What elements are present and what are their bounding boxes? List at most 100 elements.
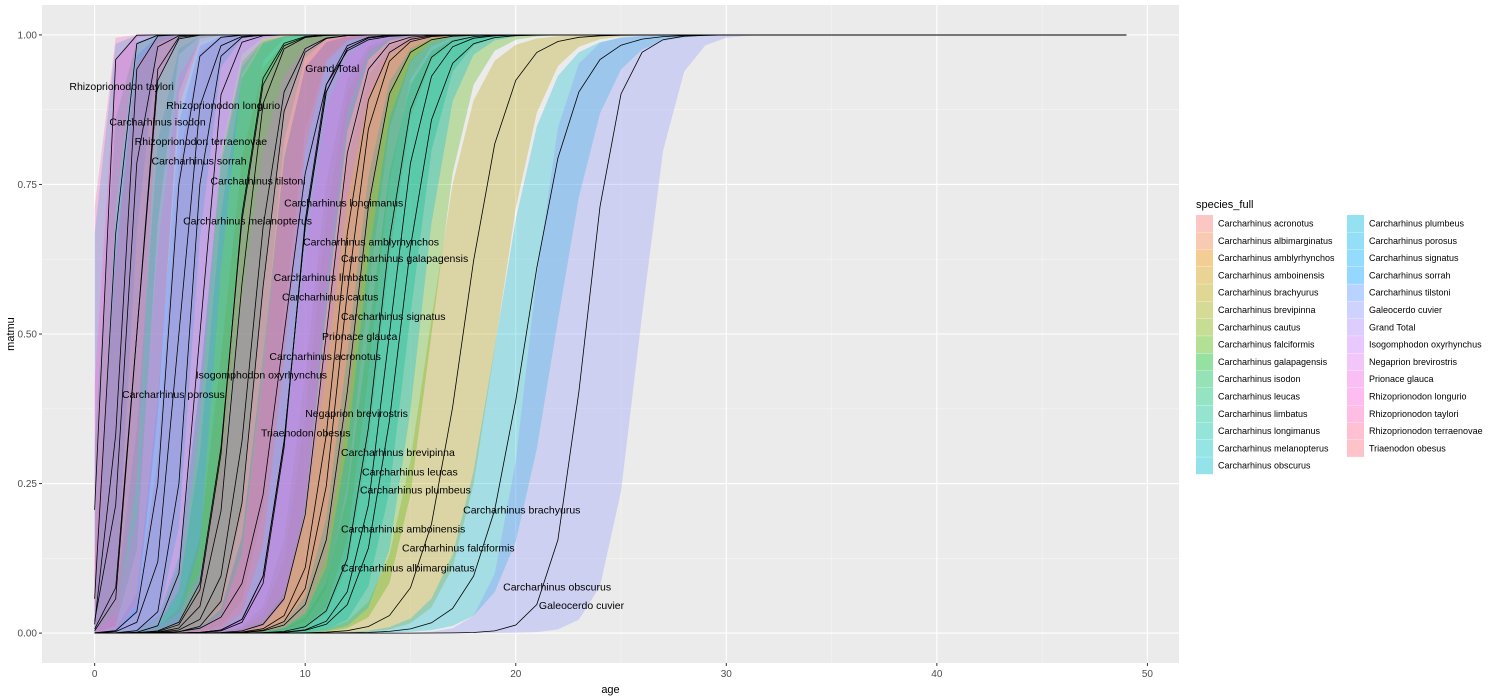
- legend-key-grand-total: [1347, 318, 1364, 336]
- ogive-lines: [94, 34, 1127, 634]
- legend-label-carcharhinus-albimarginatus: Carcharhinus albimarginatus: [1218, 236, 1333, 246]
- legend-key-carcharhinus-limbatus: [1196, 405, 1213, 423]
- legend-key-carcharhinus-plumbeus: [1347, 215, 1364, 232]
- legend-label-rhizoprionodon-longurio: Rhizoprionodon longurio: [1369, 392, 1467, 402]
- legend-key-bg: [1347, 215, 1364, 232]
- legend-key-bg: [1196, 336, 1213, 354]
- band-galeocerdo-cuvier: [94, 34, 1127, 634]
- curve-label-carcharhinus-amblyrhynchos: Carcharhinus amblyrhynchos: [303, 236, 439, 248]
- legend-key-carcharhinus-falciformis: [1196, 336, 1213, 354]
- legend-key-carcharhinus-cautus: [1196, 318, 1213, 336]
- band-grand-total: [94, 34, 1127, 634]
- curve-label-carcharhinus-sorrah: Carcharhinus sorrah: [151, 156, 246, 168]
- legend: species_full Carcharhinus acronotus Carch…: [1196, 199, 1483, 475]
- legend-label-carcharhinus-falciformis: Carcharhinus falciformis: [1218, 340, 1315, 350]
- legend-key-carcharhinus-galapagensis: [1196, 353, 1213, 371]
- legend-key-bg: [1196, 232, 1213, 250]
- curve-label-triaenodon-obesus: Triaenodon obesus: [261, 428, 351, 440]
- legend-label-negaprion-brevirostris: Negaprion brevirostris: [1369, 357, 1458, 367]
- legend-key-bg: [1196, 249, 1213, 267]
- legend-key-bg: [1347, 353, 1364, 371]
- curve-label-carcharhinus-albimarginatus: Carcharhinus albimarginatus: [341, 562, 475, 574]
- curve-label-carcharhinus-porosus: Carcharhinus porosus: [122, 389, 225, 401]
- legend-key-carcharhinus-tilstoni: [1347, 284, 1364, 302]
- curve-label-carcharhinus-limbatus: Carcharhinus limbatus: [274, 272, 378, 284]
- legend-key-bg: [1347, 422, 1364, 440]
- legend-key-bg: [1347, 301, 1364, 319]
- legend-key-carcharhinus-brachyurus: [1196, 284, 1213, 302]
- band-carcharhinus-galapagensis: [94, 34, 1127, 634]
- band-carcharhinus-plumbeus: [94, 34, 1127, 634]
- curve-label-carcharhinus-obscurus: Carcharhinus obscurus: [503, 581, 611, 593]
- legend-label-rhizoprionodon-terraenovae: Rhizoprionodon terraenovae: [1369, 426, 1483, 436]
- legend-label-carcharhinus-porosus: Carcharhinus porosus: [1369, 236, 1458, 246]
- legend-label-prionace-glauca: Prionace glauca: [1369, 374, 1434, 384]
- curve-label-carcharhinus-leucas: Carcharhinus leucas: [362, 467, 458, 479]
- band-carcharhinus-signatus: [94, 34, 1127, 634]
- curve-labels: Carcharhinus acronotus Carcharhinus albim…: [69, 63, 624, 612]
- legend-label-isogomphodon-oxyrhynchus: Isogomphodon oxyrhynchus: [1369, 340, 1482, 350]
- legend-key-bg: [1196, 284, 1213, 302]
- curve-label-carcharhinus-falciformis: Carcharhinus falciformis: [402, 543, 515, 555]
- legend-key-bg: [1347, 284, 1364, 302]
- legend-label-carcharhinus-signatus: Carcharhinus signatus: [1369, 253, 1459, 263]
- legend-key-carcharhinus-obscurus: [1196, 457, 1213, 475]
- legend-label-carcharhinus-brachyurus: Carcharhinus brachyurus: [1218, 288, 1319, 298]
- curve-label-negaprion-brevirostris: Negaprion brevirostris: [305, 408, 408, 420]
- legend-key-carcharhinus-sorrah: [1347, 266, 1364, 284]
- y-tick-label: 0.75: [18, 180, 38, 191]
- y-tick-label: 1.00: [18, 30, 38, 41]
- legend-label-carcharhinus-leucas: Carcharhinus leucas: [1218, 392, 1301, 402]
- legend-key-bg: [1347, 370, 1364, 388]
- legend-key-carcharhinus-acronotus: [1196, 215, 1213, 232]
- legend-label-carcharhinus-acronotus: Carcharhinus acronotus: [1218, 219, 1314, 229]
- legend-key-bg: [1196, 318, 1213, 336]
- legend-label-carcharhinus-obscurus: Carcharhinus obscurus: [1218, 461, 1311, 471]
- legend-key-bg: [1196, 422, 1213, 440]
- band-carcharhinus-albimarginatus: [94, 34, 1127, 634]
- legend-label-carcharhinus-longimanus: Carcharhinus longimanus: [1218, 426, 1321, 436]
- curve-label-carcharhinus-isodon: Carcharhinus isodon: [109, 117, 205, 129]
- legend-key-carcharhinus-leucas: [1196, 388, 1213, 405]
- legend-key-negaprion-brevirostris: [1347, 353, 1364, 371]
- legend-label-carcharhinus-cautus: Carcharhinus cautus: [1218, 322, 1301, 332]
- y-tick-label: 0.00: [18, 629, 38, 640]
- legend-key-galeocerdo-cuvier: [1347, 301, 1364, 319]
- curve-label-rhizoprionodon-terraenovae: Rhizoprionodon terraenovae: [135, 136, 268, 148]
- band-prionace-glauca: [94, 34, 1127, 634]
- legend-key-bg: [1347, 405, 1364, 423]
- curve-label-carcharhinus-longimanus: Carcharhinus longimanus: [284, 197, 403, 209]
- x-axis-title: age: [601, 684, 619, 696]
- legend-label-carcharhinus-plumbeus: Carcharhinus plumbeus: [1369, 219, 1465, 229]
- curve-label-carcharhinus-brachyurus: Carcharhinus brachyurus: [463, 504, 580, 516]
- band-carcharhinus-amblyrhynchos: [94, 34, 1127, 634]
- legend-key-rhizoprionodon-terraenovae: [1347, 422, 1364, 440]
- curve-label-prionace-glauca: Prionace glauca: [322, 331, 397, 343]
- curve-label-rhizoprionodon-taylori: Rhizoprionodon taylori: [69, 81, 173, 93]
- legend-key-carcharhinus-brevipinna: [1196, 301, 1213, 319]
- legend-title: species_full: [1196, 199, 1253, 211]
- curve-label-carcharhinus-cautus: Carcharhinus cautus: [282, 291, 378, 303]
- curve-label-galeocerdo-cuvier: Galeocerdo cuvier: [539, 600, 625, 612]
- legend-key-rhizoprionodon-longurio: [1347, 388, 1364, 405]
- legend-key-carcharhinus-amblyrhynchos: [1196, 249, 1213, 267]
- curve-label-carcharhinus-tilstoni: Carcharhinus tilstoni: [210, 175, 305, 187]
- legend-key-carcharhinus-albimarginatus: [1196, 232, 1213, 250]
- x-tick-label: 40: [931, 669, 943, 680]
- legend-key-bg: [1196, 266, 1213, 284]
- legend-key-bg: [1347, 232, 1364, 250]
- band-carcharhinus-melanopterus: [94, 34, 1127, 634]
- legend-key-bg: [1196, 405, 1213, 423]
- band-carcharhinus-tilstoni: [94, 34, 1127, 634]
- legend-key-bg: [1347, 439, 1364, 457]
- legend-key-bg: [1196, 457, 1213, 475]
- band-negaprion-brevirostris: [94, 34, 1127, 634]
- band-isogomphodon-oxyrhynchus: [94, 34, 1127, 634]
- band-carcharhinus-limbatus: [94, 34, 1127, 634]
- legend-key-triaenodon-obesus: [1347, 439, 1364, 457]
- legend-key-bg: [1196, 301, 1213, 319]
- curve-label-carcharhinus-amboinensis: Carcharhinus amboinensis: [341, 523, 465, 535]
- legend-label-galeocerdo-cuvier: Galeocerdo cuvier: [1369, 305, 1442, 315]
- axes: 0 10 20 30 40 50 0.00 0.25 0.50 0.75 1.00: [18, 30, 1154, 680]
